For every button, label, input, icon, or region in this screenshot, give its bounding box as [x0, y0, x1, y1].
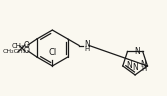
Text: Cl: Cl: [48, 48, 56, 57]
Text: H: H: [84, 46, 89, 52]
Text: CH₂CH₃: CH₂CH₃: [3, 49, 26, 55]
Text: N: N: [126, 61, 131, 70]
Text: N: N: [134, 47, 140, 56]
Text: H: H: [141, 66, 146, 72]
Text: O: O: [24, 46, 29, 55]
Text: CH₃: CH₃: [12, 43, 24, 49]
Text: N: N: [132, 63, 138, 72]
Text: N: N: [141, 60, 146, 70]
Text: O: O: [24, 41, 29, 50]
Text: N: N: [84, 40, 90, 49]
